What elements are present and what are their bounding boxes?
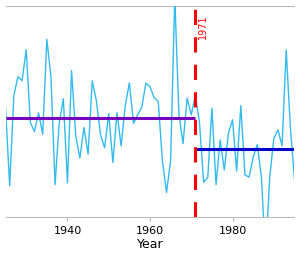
Text: 1971: 1971 <box>197 15 208 39</box>
X-axis label: Year: Year <box>137 238 163 251</box>
